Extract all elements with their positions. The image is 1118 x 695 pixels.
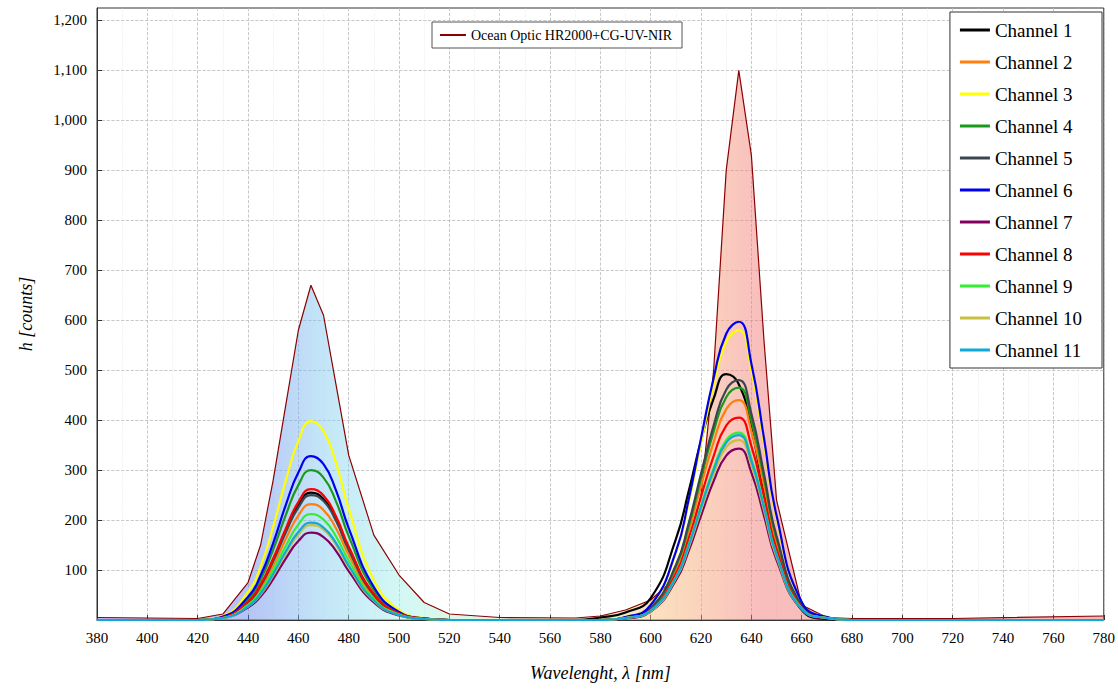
svg-text:100: 100 [65, 562, 88, 578]
svg-text:Channel 11: Channel 11 [995, 340, 1081, 361]
svg-text:500: 500 [388, 630, 411, 646]
svg-text:740: 740 [992, 630, 1015, 646]
svg-text:1,100: 1,100 [53, 62, 87, 78]
svg-text:Channel 1: Channel 1 [995, 20, 1073, 41]
svg-text:520: 520 [438, 630, 461, 646]
svg-text:Channel 2: Channel 2 [995, 52, 1073, 73]
svg-text:700: 700 [891, 630, 914, 646]
svg-text:600: 600 [65, 312, 88, 328]
svg-text:700: 700 [65, 262, 88, 278]
svg-text:300: 300 [65, 462, 88, 478]
svg-text:Channel 5: Channel 5 [995, 148, 1073, 169]
svg-text:Ocean Optic HR2000+CG-UV-NIR: Ocean Optic HR2000+CG-UV-NIR [471, 28, 673, 43]
svg-text:1,200: 1,200 [53, 12, 87, 28]
svg-text:Channel 9: Channel 9 [995, 276, 1073, 297]
svg-text:660: 660 [790, 630, 813, 646]
svg-text:420: 420 [186, 630, 209, 646]
svg-text:800: 800 [65, 212, 88, 228]
svg-text:900: 900 [65, 162, 88, 178]
svg-text:Channel 6: Channel 6 [995, 180, 1073, 201]
svg-text:h [counts]: h [counts] [16, 277, 36, 352]
svg-text:580: 580 [589, 630, 612, 646]
svg-text:1,000: 1,000 [53, 112, 87, 128]
svg-text:Channel 10: Channel 10 [995, 308, 1082, 329]
svg-text:640: 640 [740, 630, 763, 646]
svg-text:560: 560 [539, 630, 562, 646]
svg-text:Channel 4: Channel 4 [995, 116, 1073, 137]
svg-text:460: 460 [287, 630, 310, 646]
svg-text:780: 780 [1093, 630, 1116, 646]
svg-text:400: 400 [65, 412, 88, 428]
svg-text:680: 680 [841, 630, 864, 646]
svg-text:440: 440 [237, 630, 260, 646]
svg-text:200: 200 [65, 512, 88, 528]
svg-text:Channel 7: Channel 7 [995, 212, 1073, 233]
svg-text:540: 540 [488, 630, 511, 646]
svg-text:380: 380 [86, 630, 109, 646]
svg-text:760: 760 [1042, 630, 1065, 646]
svg-text:480: 480 [337, 630, 360, 646]
svg-text:Channel 3: Channel 3 [995, 84, 1073, 105]
svg-text:Channel 8: Channel 8 [995, 244, 1073, 265]
svg-text:Wavelenght, λ [nm]: Wavelenght, λ [nm] [530, 663, 671, 683]
svg-text:600: 600 [639, 630, 662, 646]
svg-text:400: 400 [136, 630, 159, 646]
svg-text:500: 500 [65, 362, 88, 378]
svg-text:720: 720 [941, 630, 964, 646]
svg-text:620: 620 [690, 630, 713, 646]
